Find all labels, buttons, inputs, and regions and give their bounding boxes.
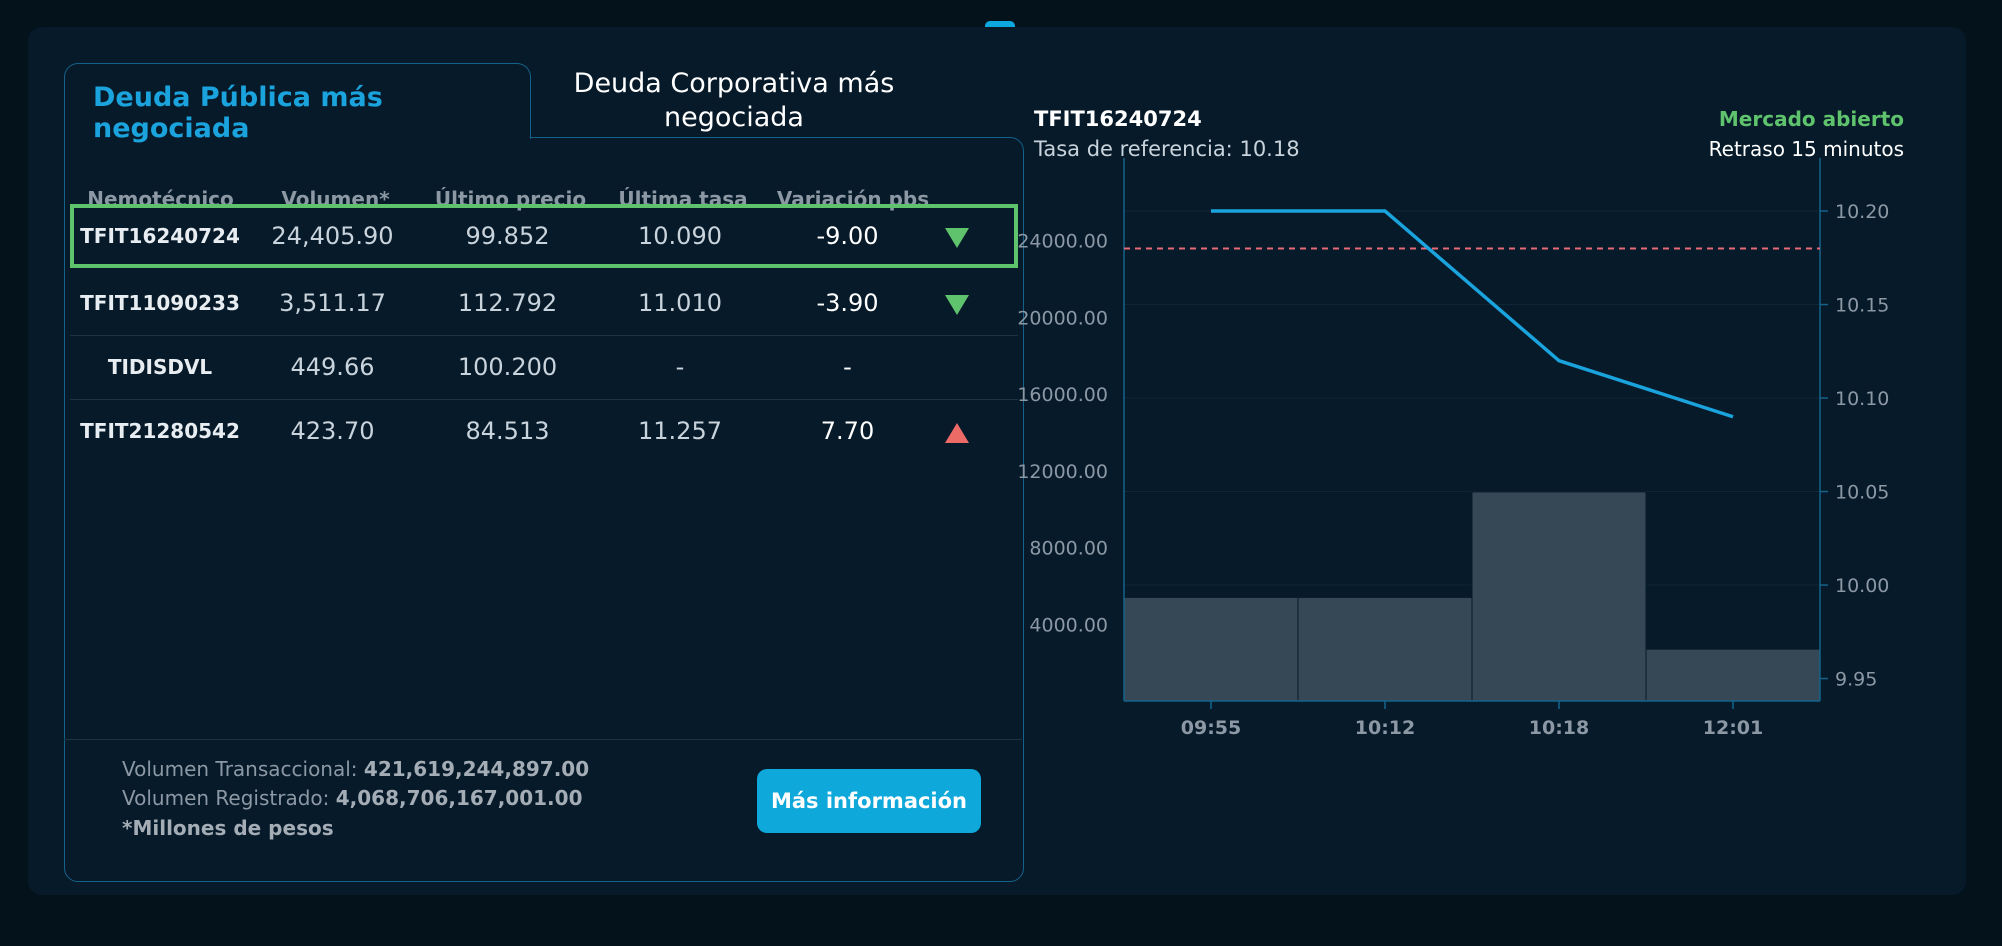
- row-volume: 24,405.90: [271, 222, 394, 250]
- table-row[interactable]: TFIT16240724 24,405.90 99.852 10.090 -9.…: [70, 204, 1018, 268]
- row-code: TIDISDVL: [107, 355, 213, 379]
- table-header: Nemotécnico Volumen* Último precio Últim…: [68, 152, 1018, 211]
- delay-note: Retraso 15 minutos: [1708, 137, 1904, 161]
- row-price: 100.200: [457, 353, 558, 381]
- row-code: TFIT21280542: [80, 419, 240, 443]
- volume-bar: [1123, 596, 1299, 702]
- transactional-volume: Volumen Transaccional: 421,619,244,897.0…: [122, 757, 589, 781]
- row-variation: -9.00: [816, 222, 879, 250]
- volume-bar: [1645, 648, 1821, 702]
- row-variation: -: [843, 353, 852, 381]
- y-left-tick-label: 24000.00: [1017, 231, 1108, 253]
- market-status: Mercado abierto: [1718, 107, 1904, 131]
- top-indicator: [985, 21, 1015, 29]
- y-right-tick-label: 10.10: [1835, 388, 1889, 410]
- table-row[interactable]: TFIT11090233 3,511.17 112.792 11.010 -3.…: [70, 271, 1018, 336]
- table-row[interactable]: TFIT21280542 423.70 84.513 11.257 7.70: [70, 399, 1018, 463]
- row-variation: -3.90: [816, 289, 879, 317]
- transactional-volume-label: Volumen Transaccional:: [122, 757, 358, 781]
- table-panel: [64, 137, 1024, 882]
- row-rate: -: [675, 353, 685, 381]
- table-row[interactable]: TIDISDVL 449.66 100.200 - -: [70, 335, 1018, 400]
- x-tick-label: 12:01: [1703, 717, 1763, 739]
- row-code: TFIT16240724: [80, 224, 240, 248]
- y-left-tick-label: 4000.00: [1029, 614, 1108, 636]
- transactional-volume-value: 421,619,244,897.00: [363, 757, 590, 781]
- y-right-tick-label: 10.00: [1835, 575, 1889, 597]
- volume-bar: [1471, 491, 1647, 702]
- row-price: 112.792: [457, 289, 558, 317]
- tab-corporate-debt[interactable]: Deuda Corporativa más negociada: [573, 68, 895, 133]
- col-header-volume: Volumen*: [281, 187, 390, 211]
- market-card: Deuda Pública más negociada Deuda Corpor…: [28, 27, 1966, 895]
- y-left-tick-label: 16000.00: [1017, 384, 1108, 406]
- y-right-tick-label: 10.20: [1835, 201, 1889, 223]
- registered-volume-value: 4,068,706,167,001.00: [335, 786, 583, 810]
- trend-down-icon: [945, 295, 969, 315]
- y-left-tick-label: 12000.00: [1017, 461, 1108, 483]
- row-price: 84.513: [465, 417, 550, 445]
- registered-volume-label: Volumen Registrado:: [122, 786, 330, 810]
- reference-rate-label: Tasa de referencia:: [1034, 137, 1233, 161]
- tab-public-debt[interactable]: Deuda Pública más negociada: [64, 63, 531, 144]
- trend-up-icon: [945, 423, 969, 443]
- x-tick-label: 10:18: [1529, 717, 1589, 739]
- row-code: TFIT11090233: [80, 291, 240, 315]
- tab-public-debt-label: Deuda Pública más negociada: [93, 82, 383, 144]
- y-left-tick-label: 8000.00: [1029, 538, 1108, 560]
- chart-instrument-code: TFIT16240724: [1034, 107, 1202, 131]
- price-volume-chart: 4000.00 8000.00 12000.00 16000.00 20000.00 24…: [1017, 158, 1889, 739]
- col-header-rate: Última tasa: [618, 187, 748, 211]
- footer-divider: [64, 739, 1022, 740]
- row-rate: 10.090: [638, 222, 722, 250]
- more-info-button[interactable]: Más información: [757, 769, 981, 833]
- x-tick-label: 10:12: [1355, 717, 1415, 739]
- registered-volume: Volumen Registrado: 4,068,706,167,001.00: [122, 786, 582, 810]
- row-price: 99.852: [465, 222, 550, 250]
- reference-rate-value: 10.18: [1239, 137, 1300, 161]
- y-right-tick-label: 9.95: [1835, 669, 1877, 691]
- trend-down-icon: [945, 228, 969, 248]
- x-tick-label: 09:55: [1181, 717, 1241, 739]
- row-rate: 11.257: [638, 417, 722, 445]
- y-right-tick-label: 10.15: [1835, 295, 1889, 317]
- col-header-price: Último precio: [434, 187, 587, 211]
- units-note: *Millones de pesos: [122, 816, 334, 840]
- y-right-tick-label: 10.05: [1835, 482, 1889, 504]
- volume-bar: [1297, 596, 1473, 702]
- row-volume: 423.70: [290, 417, 375, 445]
- col-header-code: Nemotécnico: [87, 187, 234, 211]
- col-header-variation: Variación pbs: [776, 187, 930, 211]
- row-volume: 449.66: [290, 353, 375, 381]
- row-variation: 7.70: [820, 417, 875, 445]
- y-left-tick-label: 20000.00: [1017, 307, 1108, 329]
- row-rate: 11.010: [638, 289, 722, 317]
- reference-rate: Tasa de referencia: 10.18: [1034, 137, 1300, 161]
- rate-line: [1211, 209, 1734, 419]
- row-volume: 3,511.17: [279, 289, 386, 317]
